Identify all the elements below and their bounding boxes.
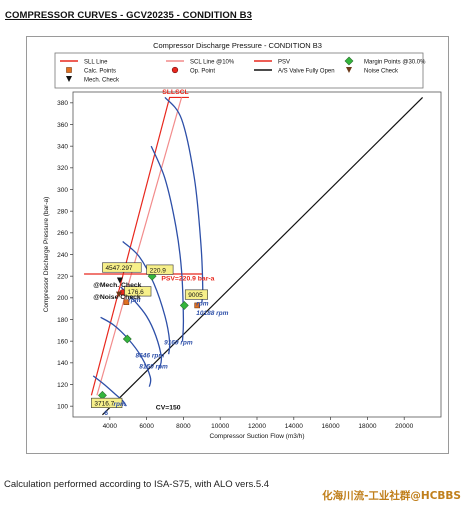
watermark: 化海川流-工业社群@HCBBS	[322, 490, 461, 502]
x-tick-label: 12000	[248, 423, 266, 430]
series-line-10188-rpm	[164, 96, 204, 304]
compressor-curve-chart: SLL Line SCL Line @10% PSV Margin Points @3…	[43, 52, 442, 440]
point-label-box	[146, 264, 174, 275]
y-tick-label: 360	[57, 122, 68, 129]
calc-point	[123, 299, 130, 305]
rpm-label: rpm	[113, 401, 126, 408]
legend-label-margin-points-30-0: Margin Points @30.0%	[364, 59, 426, 65]
x-axis-label: Compressor Suction Flow (m3/h)	[210, 433, 305, 440]
label-layer: 4547.297 176.6 9005 3716.7 220.9 10188 rpm 916…	[91, 89, 229, 417]
series-line-sll-line	[90, 96, 189, 396]
point-label-text: 3716.7	[94, 401, 114, 408]
point-label-box	[91, 397, 123, 408]
y-tick-label: 160	[57, 338, 68, 345]
x-tick-label: 14000	[285, 423, 303, 430]
y-tick-label: 220	[57, 273, 68, 280]
legend-label-sll-line: SLL Line	[84, 59, 108, 65]
noise-check-point	[116, 291, 122, 298]
series-line-8646-rpm	[122, 241, 171, 355]
rpm-label: rpm	[196, 300, 209, 307]
point-label-box	[124, 286, 152, 297]
point-label-text: 4547.297	[105, 265, 132, 272]
legend-label-calc-points: Calc. Points	[84, 68, 116, 74]
x-tick-label: 8000	[176, 423, 191, 430]
series-line-8150-rpm	[120, 286, 163, 369]
series-line-6700-rpm	[100, 316, 152, 387]
y-axis-label: Compressor Discharge Pressure (bar-a)	[43, 197, 50, 313]
margin-point	[179, 300, 189, 310]
legend-label-a-s-valve-fully-open: A/S Valve Fully Open	[278, 68, 335, 74]
point-label-text: 176.6	[128, 289, 145, 296]
x-tick-label: 18000	[358, 423, 376, 430]
y-tick-label: 340	[57, 143, 68, 150]
y-tick-label: 100	[57, 403, 68, 410]
legend-swatch-op-point	[171, 66, 179, 74]
series-line-9169-rpm	[150, 145, 185, 342]
legend-label-psv: PSV	[278, 59, 290, 65]
series-layer	[84, 96, 424, 416]
rpm-label: 10188 rpm	[196, 310, 228, 317]
chart-annotation: PSV=220.9 bar-a	[161, 276, 214, 283]
mech-check-point	[116, 277, 123, 284]
chart-annotation: 6	[104, 410, 108, 417]
x-tick-label: 4000	[103, 423, 118, 430]
legend-swatch-mech-check	[66, 76, 72, 82]
legend-swatch-margin-points-30-0	[344, 56, 354, 66]
rpm-label: 8646 rpm	[136, 352, 165, 359]
y-tick-label: 260	[57, 230, 68, 237]
legend-label-scl-line-10: SCL Line @10%	[190, 59, 235, 65]
series-line-scl-line-10	[96, 97, 183, 396]
rpm-label: 9169 rpm	[164, 339, 193, 346]
series-line-a-s-valve-fully-open	[102, 96, 424, 416]
x-tick-label: 10000	[211, 423, 229, 430]
legend-swatch-calc-points	[66, 67, 72, 73]
point-label-text: 220.9	[150, 267, 167, 274]
rpm-label: 8150 rpm	[139, 363, 168, 370]
legend-swatch-noise-check	[346, 67, 352, 73]
x-tick-label: 16000	[322, 423, 340, 430]
calc-point	[194, 302, 200, 309]
page-title: COMPRESSOR CURVES - GCV20235 - CONDITION…	[5, 10, 252, 21]
series-line-low-rpm	[92, 375, 127, 407]
margin-point	[122, 334, 132, 344]
y-tick-label: 240	[57, 252, 68, 259]
legend-label-op-point: Op. Point	[190, 68, 215, 74]
x-tick-label: 6000	[139, 423, 154, 430]
y-tick-label: 200	[57, 295, 68, 302]
calculation-note: Calculation performed according to ISA-S…	[4, 479, 270, 490]
y-tick-label: 380	[57, 100, 68, 107]
y-tick-label: 120	[57, 382, 68, 389]
chart-annotation: SLLSCL	[162, 89, 188, 96]
rpm-label: rpm	[128, 297, 141, 304]
point-label-box	[184, 289, 208, 300]
chart-frame: Compressor Discharge Pressure - CONDITIO…	[26, 36, 449, 454]
x-tick-label: 20000	[395, 423, 413, 430]
y-tick-label: 300	[57, 187, 68, 194]
legend-box	[54, 52, 424, 89]
chart-title: Compressor Discharge Pressure - CONDITIO…	[153, 41, 322, 50]
y-tick-label: 180	[57, 317, 68, 324]
point-label-box	[102, 262, 142, 273]
legend: SLL Line SCL Line @10% PSV Margin Points @3…	[54, 52, 426, 89]
chart-annotation: @Noise Check	[93, 294, 141, 301]
legend-label-noise-check: Noise Check	[364, 68, 399, 74]
legend-label-mech-check: Mech. Check	[84, 77, 120, 83]
axes: 100 120 140 160 180 200 220 240 260 280 300 320 340 3…	[43, 91, 442, 440]
chart-annotation: @Mech. Check	[93, 282, 141, 289]
point-label-text: 9005	[188, 292, 203, 299]
y-tick-label: 140	[57, 360, 68, 367]
y-tick-label: 320	[57, 165, 68, 172]
chart-annotation: CV=150	[156, 404, 181, 411]
y-tick-label: 280	[57, 208, 68, 215]
